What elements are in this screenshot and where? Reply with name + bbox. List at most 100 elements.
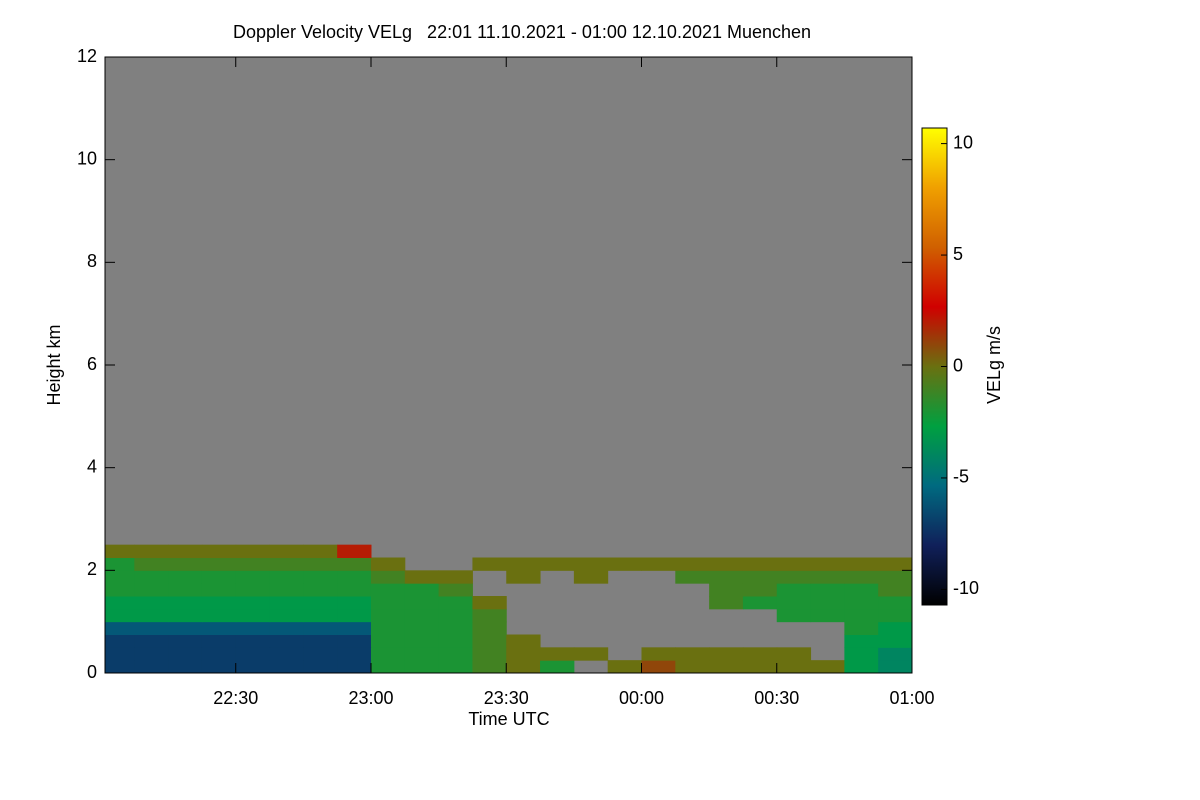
- heatmap-cell: [878, 583, 913, 597]
- heatmap-cell: [337, 596, 372, 610]
- heatmap-cell: [742, 647, 778, 661]
- heatmap-cell: [641, 660, 676, 674]
- heatmap-cell: [168, 660, 203, 674]
- heatmap-cell: [878, 570, 913, 584]
- heatmap-cell: [776, 596, 812, 610]
- heatmap-cell: [878, 596, 913, 610]
- heatmap-cell: [134, 647, 169, 661]
- heatmap-cell: [506, 557, 541, 571]
- chart-title: Doppler Velocity VELg 22:01 11.10.2021 -…: [233, 22, 811, 42]
- heatmap-cell: [709, 647, 744, 661]
- heatmap-cell: [506, 634, 541, 648]
- colorbar-tick-label: -10: [953, 578, 979, 598]
- heatmap-cell: [105, 621, 135, 635]
- heatmap-cell: [134, 621, 169, 635]
- heatmap-cell: [105, 647, 135, 661]
- heatmap-cell: [709, 570, 744, 584]
- heatmap-cell: [269, 621, 304, 635]
- heatmap-cell: [303, 621, 338, 635]
- heatmap-cell: [776, 570, 812, 584]
- heatmap-cell: [709, 596, 744, 610]
- heatmap-cell: [776, 557, 812, 571]
- heatmap-cell: [438, 621, 473, 635]
- heatmap-cell: [607, 660, 642, 674]
- y-tick-label: 4: [87, 456, 97, 476]
- heatmap-cell: [337, 660, 372, 674]
- heatmap-cell: [269, 596, 304, 610]
- heatmap-cell: [303, 608, 338, 623]
- heatmap-cell: [269, 647, 304, 661]
- heatmap-cell: [134, 583, 169, 597]
- heatmap-cell: [404, 660, 440, 674]
- heatmap-cell: [134, 544, 169, 558]
- heatmap-cell: [303, 544, 338, 558]
- x-tick-label: 23:30: [484, 688, 529, 708]
- x-tick-label: 01:00: [889, 688, 934, 708]
- heatmap-cell: [438, 608, 473, 623]
- heatmap-cell: [370, 660, 406, 674]
- heatmap-cell: [878, 608, 913, 623]
- heatmap-cell: [810, 583, 845, 597]
- heatmap-cell: [742, 660, 778, 674]
- x-axis-label: Time UTC: [468, 709, 549, 729]
- heatmap-cell: [675, 557, 710, 571]
- x-tick-label: 00:30: [754, 688, 799, 708]
- heatmap-cell: [844, 570, 879, 584]
- colorbar-tick-label: -5: [953, 467, 969, 487]
- heatmap-cell: [472, 621, 507, 635]
- y-tick-label: 8: [87, 251, 97, 271]
- heatmap-cell: [134, 570, 169, 584]
- heatmap-cell: [168, 596, 203, 610]
- heatmap-cell: [540, 557, 575, 571]
- heatmap-cell: [404, 634, 440, 648]
- heatmap-cell: [168, 570, 203, 584]
- heatmap-cell: [810, 557, 845, 571]
- heatmap-cell: [201, 660, 237, 674]
- heatmap-cell: [337, 608, 372, 623]
- heatmap-cell: [105, 608, 135, 623]
- heatmap-cell: [201, 583, 237, 597]
- heatmap-cell: [134, 557, 169, 571]
- heatmap-cell: [303, 596, 338, 610]
- heatmap-cell: [675, 570, 710, 584]
- heatmap-cell: [105, 596, 135, 610]
- heatmap-cell: [742, 570, 778, 584]
- heatmap-cell: [168, 557, 203, 571]
- heatmap-cell: [878, 621, 913, 635]
- heatmap-cell: [506, 570, 541, 584]
- heatmap-cell: [370, 647, 406, 661]
- heatmap-cell: [472, 608, 507, 623]
- heatmap-cell: [742, 583, 778, 597]
- heatmap-cell: [201, 596, 237, 610]
- heatmap-cell: [742, 557, 778, 571]
- heatmap-cell: [269, 583, 304, 597]
- colorbar-tick-label: 0: [953, 355, 963, 375]
- heatmap-cell: [844, 660, 879, 674]
- y-tick-label: 2: [87, 559, 97, 579]
- heatmap-cell: [235, 621, 271, 635]
- heatmap-cell: [675, 647, 710, 661]
- heatmap-cell: [168, 621, 203, 635]
- heatmap-cell: [337, 647, 372, 661]
- heatmap-cell: [168, 544, 203, 558]
- heatmap-cell: [844, 621, 879, 635]
- heatmap-cell: [337, 621, 372, 635]
- heatmap-cell: [235, 583, 271, 597]
- heatmap-cell: [303, 583, 338, 597]
- heatmap-cell: [269, 570, 304, 584]
- heatmap-cell: [370, 583, 406, 597]
- y-tick-label: 12: [77, 46, 97, 66]
- heatmap-cell: [404, 647, 440, 661]
- heatmap-cell: [540, 647, 575, 661]
- heatmap-cell: [810, 596, 845, 610]
- heatmap-cell: [303, 660, 338, 674]
- heatmap-cell: [201, 647, 237, 661]
- heatmap-cell: [641, 647, 676, 661]
- heatmap-cell: [742, 596, 778, 610]
- heatmap-cell: [506, 660, 541, 674]
- heatmap-cell: [370, 634, 406, 648]
- heatmap-cell: [404, 608, 440, 623]
- heatmap-cell: [573, 570, 609, 584]
- heatmap-cell: [438, 570, 473, 584]
- heatmap-cell: [105, 557, 135, 571]
